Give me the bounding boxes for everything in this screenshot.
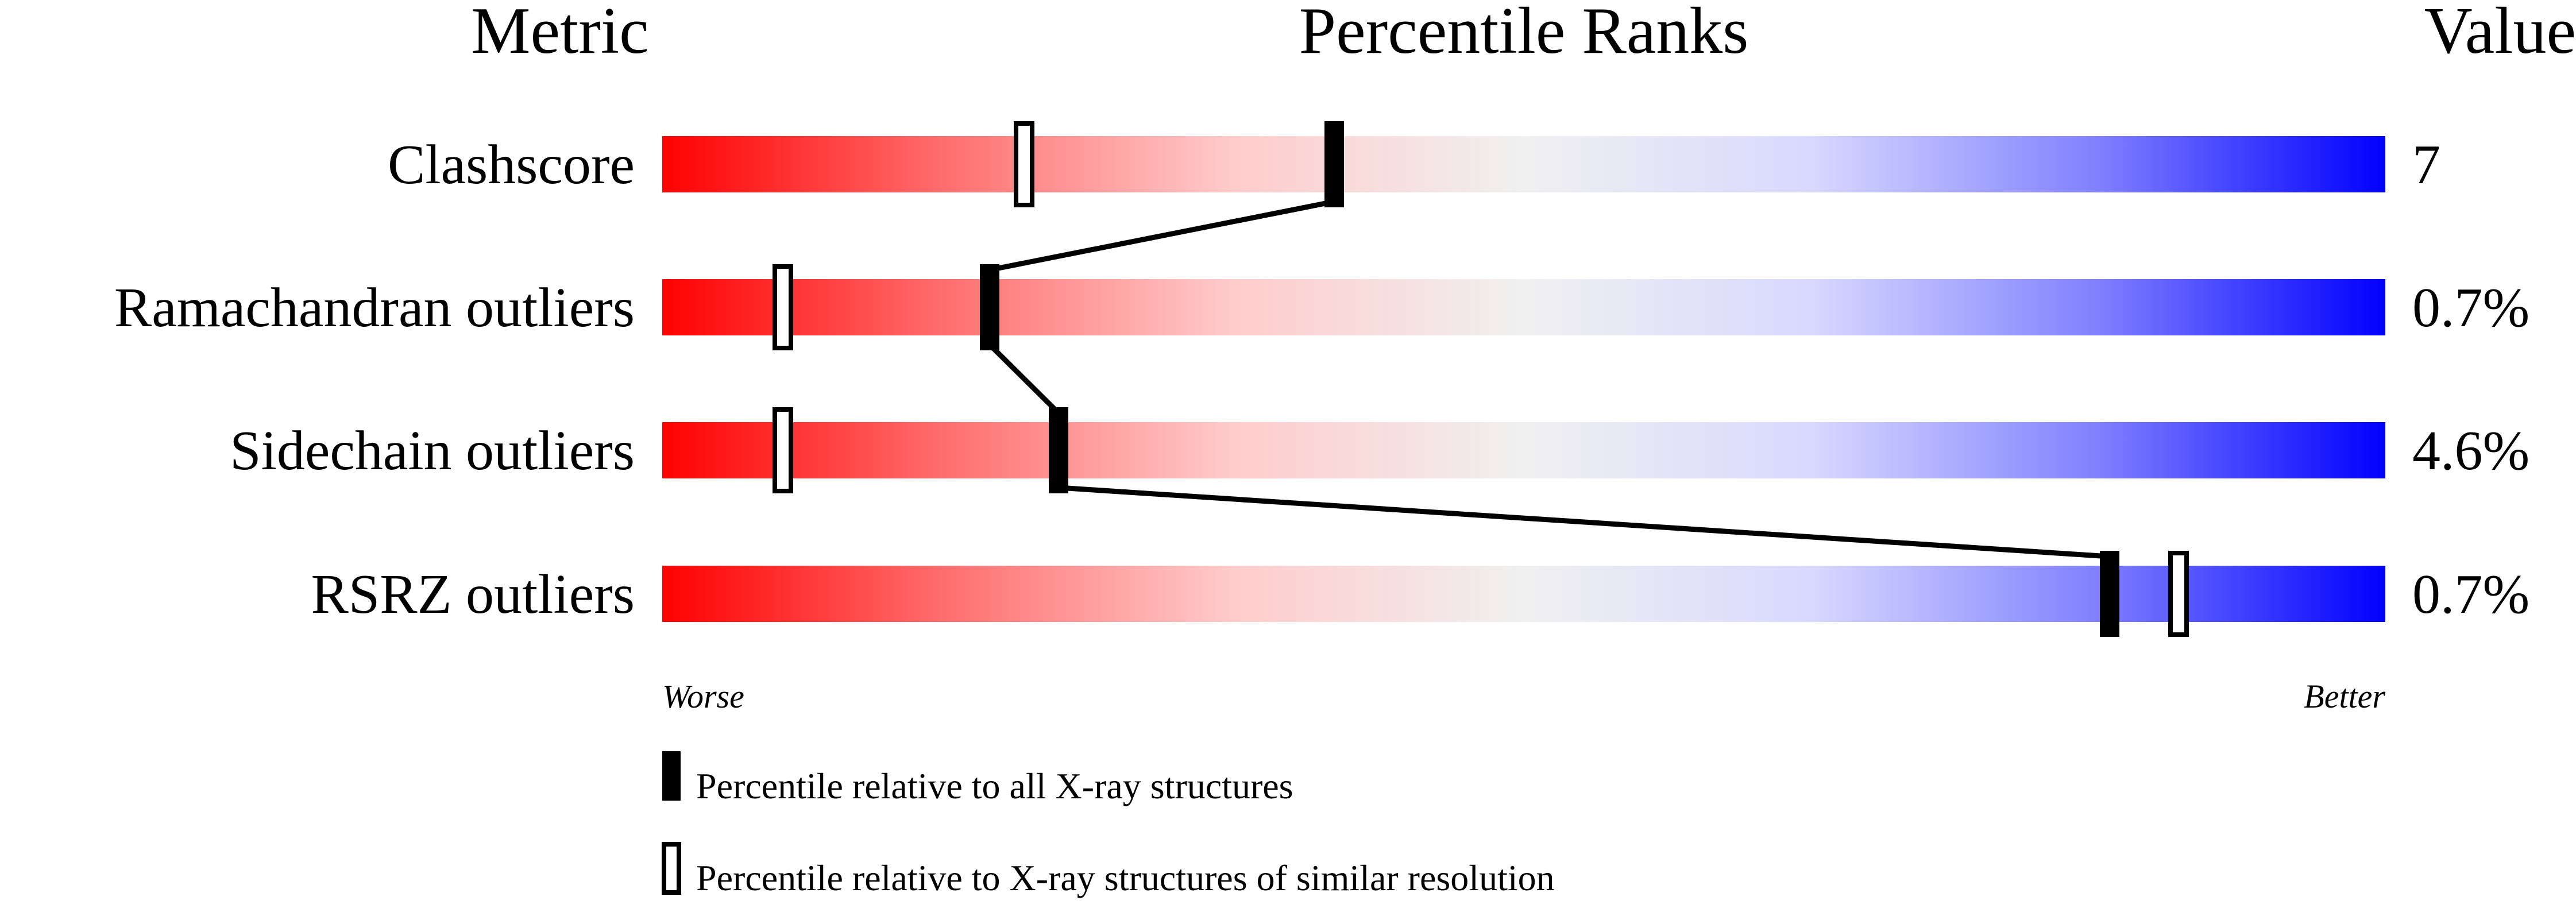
metric-value: 4.6% bbox=[2412, 420, 2529, 482]
marker-all-structures bbox=[2100, 551, 2119, 637]
header-metric: Metric bbox=[471, 0, 648, 68]
metric-value: 7 bbox=[2412, 134, 2440, 196]
marker-similar-resolution bbox=[773, 407, 793, 493]
metric-label: RSRZ outliers bbox=[311, 563, 635, 625]
percentile-bar bbox=[662, 422, 2385, 478]
metric-row: Clashscore 7 bbox=[388, 121, 2440, 207]
legend-label-similar: Percentile relative to X-ray structures … bbox=[696, 857, 1555, 898]
marker-all-structures bbox=[1324, 121, 1344, 207]
marker-similar-resolution bbox=[1014, 121, 1034, 207]
metric-label: Sidechain outliers bbox=[230, 420, 635, 482]
marker-similar-resolution bbox=[2168, 551, 2189, 637]
marker-similar-resolution bbox=[773, 264, 793, 350]
metric-value: 0.7% bbox=[2412, 277, 2529, 339]
metric-label: Ramachandran outliers bbox=[114, 277, 635, 339]
legend-label-all: Percentile relative to all X-ray structu… bbox=[696, 766, 1293, 806]
legend-filled-marker bbox=[662, 751, 681, 801]
header-value: Value bbox=[2424, 0, 2576, 68]
percentile-connector-line bbox=[987, 199, 2110, 559]
metric-row: RSRZ outliers 0.7% bbox=[311, 551, 2529, 637]
metric-value: 0.7% bbox=[2412, 563, 2529, 625]
metric-row: Ramachandran outliers 0.7% bbox=[114, 264, 2529, 350]
legend-open-marker bbox=[662, 842, 681, 895]
legend: Percentile relative to all X-ray structu… bbox=[662, 751, 1555, 898]
worse-label: Worse bbox=[662, 678, 744, 715]
metric-label: Clashscore bbox=[388, 134, 635, 196]
percentile-bar bbox=[662, 136, 2385, 192]
percentile-bar bbox=[662, 566, 2385, 622]
header-percentile: Percentile Ranks bbox=[1299, 0, 1749, 68]
percentile-bar bbox=[662, 279, 2385, 335]
better-label: Better bbox=[2304, 678, 2385, 715]
metric-row: Sidechain outliers 4.6% bbox=[230, 407, 2529, 493]
